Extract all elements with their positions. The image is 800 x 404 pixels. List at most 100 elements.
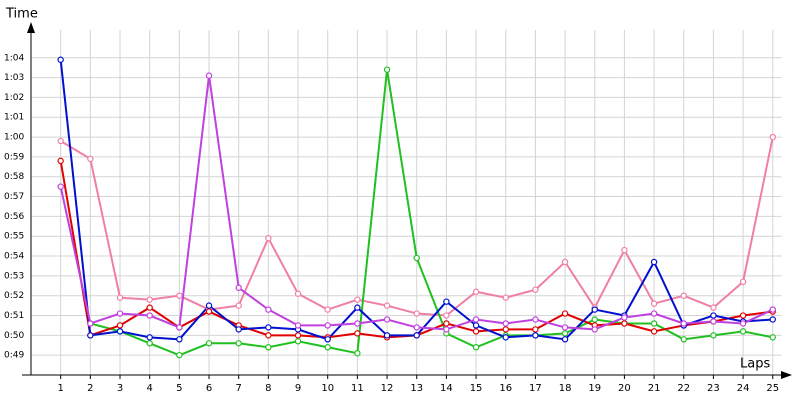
point — [502, 320, 509, 327]
point — [650, 320, 658, 327]
x-tick-label: 10 — [321, 383, 334, 394]
point — [87, 320, 94, 327]
point — [532, 286, 539, 293]
x-tick-label: 16 — [499, 383, 512, 394]
point — [710, 312, 717, 319]
x-tick-label: 7 — [236, 383, 242, 394]
point — [354, 296, 361, 303]
point — [739, 278, 747, 286]
y-tick-label: 0:52 — [4, 291, 24, 301]
y-tick-label: 0:50 — [4, 331, 24, 341]
y-tick-label: 0:57 — [4, 192, 24, 202]
y-tick-label: 0:49 — [4, 351, 24, 361]
point — [739, 312, 747, 319]
x-tick-label: 2 — [87, 383, 93, 394]
point — [116, 294, 124, 301]
point — [235, 326, 242, 333]
point — [383, 302, 391, 309]
y-tick-label: 0:54 — [4, 252, 24, 262]
point — [235, 302, 242, 309]
point — [87, 155, 94, 163]
point — [739, 320, 747, 327]
x-tick-label: 18 — [559, 383, 572, 394]
x-tick-label: 11 — [351, 383, 364, 394]
point — [354, 320, 361, 327]
point — [621, 246, 628, 254]
point — [146, 312, 153, 319]
point — [472, 344, 480, 351]
point — [57, 56, 64, 63]
x-axis-arrow — [781, 371, 792, 379]
point — [116, 322, 124, 329]
point — [680, 336, 687, 343]
x-tick-label: 17 — [529, 383, 542, 394]
point — [472, 288, 480, 295]
x-tick-label: 8 — [265, 383, 271, 394]
y-tick-label: 0:53 — [4, 271, 24, 281]
point — [265, 324, 272, 331]
x-tick-label: 24 — [737, 383, 750, 394]
point — [502, 326, 509, 333]
point — [502, 294, 509, 301]
point — [265, 234, 272, 242]
point — [413, 324, 420, 331]
point — [116, 328, 124, 335]
x-tick-label: 12 — [381, 383, 394, 394]
x-axis-title: Laps — [740, 357, 770, 372]
y-tick-label: 1:04 — [4, 53, 24, 63]
point — [294, 332, 302, 339]
point — [443, 298, 450, 305]
point — [324, 344, 331, 351]
point — [265, 332, 272, 339]
point — [116, 310, 124, 317]
point — [176, 351, 183, 359]
point — [680, 292, 687, 299]
point — [176, 336, 183, 343]
x-tick-label: 13 — [410, 383, 423, 394]
point — [443, 326, 450, 333]
point — [354, 349, 361, 357]
y-tick-label: 1:01 — [4, 113, 24, 123]
point — [621, 314, 628, 321]
point — [265, 344, 272, 351]
y-tick-label: 0:59 — [4, 152, 24, 162]
point — [324, 336, 331, 343]
point — [532, 332, 539, 339]
x-tick-label: 25 — [766, 383, 779, 394]
y-tick-label: 1:00 — [4, 133, 24, 143]
point — [561, 310, 569, 317]
point — [176, 292, 183, 299]
point — [769, 306, 776, 313]
point — [413, 310, 420, 317]
point — [146, 296, 153, 303]
point — [146, 334, 153, 341]
x-tick-label: 21 — [648, 383, 661, 394]
point — [324, 306, 331, 313]
point — [205, 340, 213, 347]
series-line — [90, 69, 773, 357]
point — [205, 302, 213, 309]
x-tick-label: 5 — [176, 383, 182, 394]
point — [354, 304, 361, 311]
x-tick-label: 15 — [470, 383, 483, 394]
x-tick-label: 23 — [707, 383, 720, 394]
point — [472, 328, 480, 335]
point — [176, 324, 183, 331]
point — [650, 258, 658, 266]
point — [205, 308, 213, 315]
y-axis-arrow — [27, 22, 35, 33]
point — [57, 183, 64, 190]
point — [294, 322, 302, 329]
point — [561, 258, 569, 266]
point — [57, 137, 64, 145]
point — [413, 254, 420, 262]
point — [650, 328, 658, 335]
point — [532, 326, 539, 333]
point — [591, 316, 598, 323]
point — [472, 322, 480, 329]
point — [591, 326, 598, 333]
x-tick-label: 9 — [295, 383, 301, 394]
y-tick-label: 0:55 — [4, 232, 24, 242]
x-tick-label: 3 — [117, 383, 123, 394]
